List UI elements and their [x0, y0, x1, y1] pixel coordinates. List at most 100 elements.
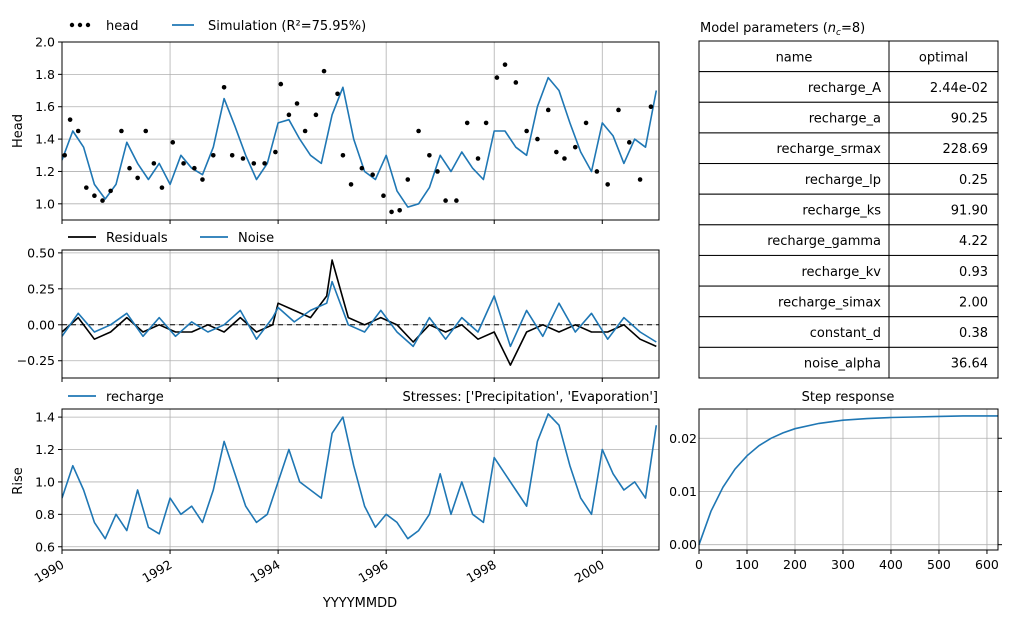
parameter-name: noise_alpha: [804, 357, 881, 372]
grid: [61, 41, 659, 220]
observation-point: [443, 198, 448, 203]
stresses-plot: 1990 1992 1994 1996 1998 2000 0.6 0.8 1.0 1.2 1.4: [31, 408, 660, 586]
series-line-recharge: [62, 413, 658, 540]
table-cell-name: [698, 101, 890, 134]
observation-point: [151, 161, 157, 166]
observation-point: [535, 136, 540, 142]
x-tick-label: 500: [927, 557, 951, 572]
observation-point: [294, 101, 300, 106]
y-tick-label: 1.2: [35, 164, 55, 179]
legend-simulation-label: Simulation (R²=75.95%): [208, 19, 366, 34]
observation-point: [513, 80, 519, 85]
parameter-name: recharge_A: [808, 81, 881, 96]
observation-point: [286, 112, 292, 118]
observation-point: [302, 128, 308, 134]
y-tick-label: 1.8: [35, 67, 55, 82]
header-name: name: [776, 50, 813, 65]
plot-area: [62, 413, 658, 540]
parameter-value: 0.25: [959, 173, 988, 188]
observation-point: [405, 177, 411, 182]
observation-point: [192, 165, 197, 171]
parameter-name: recharge_srmax: [777, 142, 882, 157]
y-tick-label: 0.25: [27, 281, 55, 296]
observation-point: [221, 85, 227, 90]
x-tick-label: 2000: [572, 557, 607, 586]
table-title: Model parameters (nc=8): [700, 21, 865, 38]
step-response-title: Step response: [802, 390, 895, 405]
x-tick-label: 100: [735, 557, 759, 572]
residuals-legend: Residuals Noise: [68, 231, 274, 246]
observation-point: [170, 140, 176, 145]
stresses-ylabel: Rise: [11, 467, 26, 494]
observation-point: [626, 140, 632, 145]
observation-point: [616, 107, 621, 113]
observation-point: [381, 193, 386, 199]
head-ylabel: Head: [11, 114, 26, 148]
observation-point: [594, 169, 600, 174]
observation-point: [135, 175, 140, 181]
observation-point: [127, 165, 132, 171]
table-cell-value: [888, 346, 999, 379]
axis-frame: [61, 408, 660, 551]
observation-point: [92, 193, 97, 199]
legend-recharge-label: recharge: [106, 390, 164, 405]
y-tick-label: 2.0: [35, 35, 55, 50]
observation-point: [62, 152, 68, 158]
series-line-residuals: [62, 259, 657, 366]
y-tick-label: 0.01: [669, 484, 697, 499]
parameter-value: 228.69: [943, 142, 989, 157]
y-tick-label: −0.25: [17, 353, 55, 368]
observation-point: [348, 182, 354, 187]
step-response-plot: 0 100 200 300 400 500 600 0.00 0.01 0.02: [669, 408, 1002, 572]
observation-point: [278, 81, 284, 87]
observation-point: [200, 177, 205, 182]
head-plot: 1.0 1.2 1.4 1.6 1.8 2.0: [35, 35, 660, 224]
parameter-value: 91.90: [951, 204, 988, 219]
observation-point: [494, 75, 500, 80]
x-tick-label: 1990: [31, 557, 66, 586]
legend-residuals-label: Residuals: [106, 231, 168, 246]
parameter-name: recharge_lp: [805, 173, 881, 188]
parameter-value: 2.00: [959, 295, 988, 310]
observation-point: [454, 198, 459, 203]
observation-point: [583, 120, 589, 126]
legend-noise-label: Noise: [238, 231, 274, 246]
observation-point: [475, 156, 481, 161]
x-axis-label: YYYYMMDD: [322, 596, 397, 611]
x-tick-label: 1992: [140, 557, 175, 586]
table-cell-name: [698, 71, 890, 103]
parameter-name: recharge_kv: [802, 265, 882, 280]
observation-point: [524, 128, 529, 134]
x-tick-label: 200: [783, 557, 807, 572]
y-tick-label: 0.02: [669, 431, 697, 446]
axis-frame: [61, 249, 660, 379]
header-cell-name: [698, 40, 890, 73]
x-tick-label: 600: [975, 557, 999, 572]
observation-point: [159, 185, 165, 190]
observation-point: [562, 156, 567, 161]
observation-point: [483, 120, 489, 126]
plot-area: [62, 62, 658, 215]
y-tick-label: 0.8: [35, 507, 55, 522]
observation-point: [370, 172, 375, 177]
parameter-value: 4.22: [959, 234, 988, 249]
head-legend: head Simulation (R²=75.95%): [69, 19, 366, 34]
observation-point: [335, 91, 340, 97]
table-cell-name: [698, 316, 890, 348]
table-cell-value: [888, 132, 999, 165]
plot-area: [62, 259, 659, 366]
y-tick-label: 0.6: [35, 539, 55, 554]
series-line-simulation: [62, 76, 658, 208]
observation-point: [321, 68, 327, 74]
parameter-name: recharge_simax: [778, 295, 881, 310]
axis-frame: [61, 41, 660, 221]
y-tick-label: 1.0: [35, 196, 55, 211]
legend-head-label: head: [106, 19, 138, 34]
table-cell-value: [888, 101, 999, 134]
y-tick-label: 0.00: [669, 537, 697, 552]
table-cell-name: [698, 224, 890, 256]
observation-point: [67, 117, 73, 122]
header-cell-optimal: [888, 40, 999, 73]
table-cell-value: [888, 71, 999, 103]
